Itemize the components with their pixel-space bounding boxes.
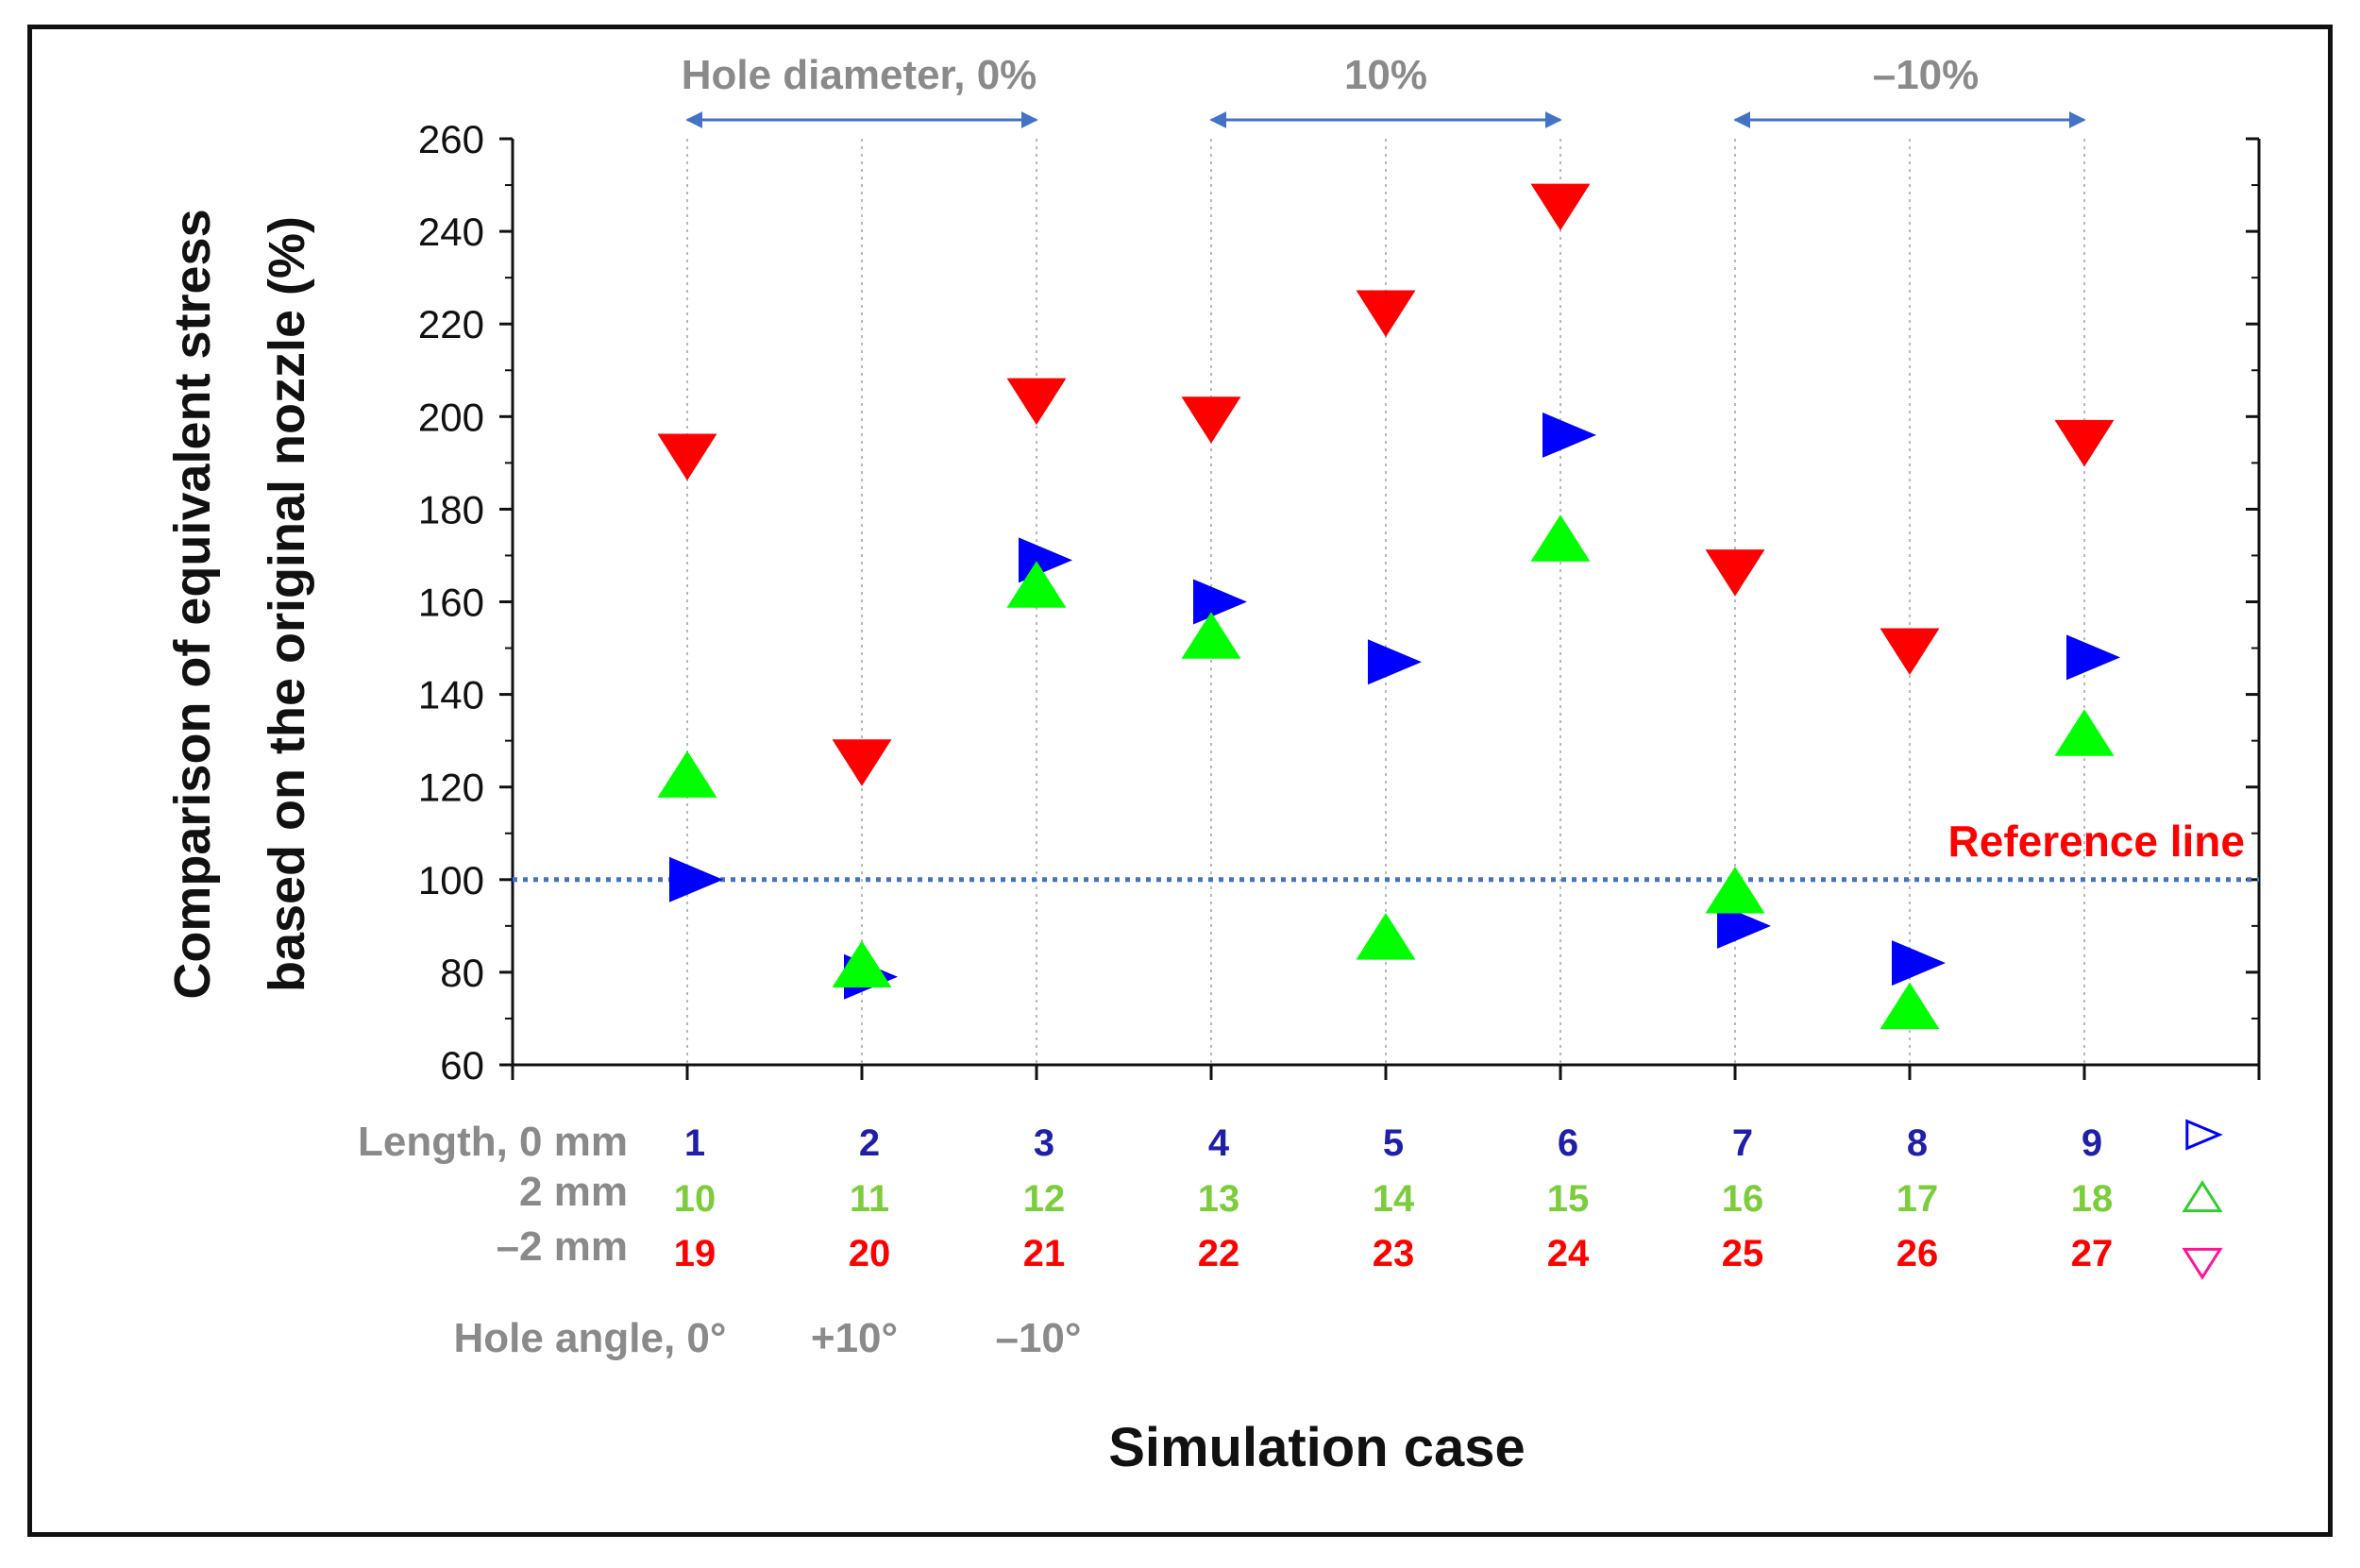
- point-case-27: [2054, 419, 2115, 467]
- case-label-15: 15: [1547, 1178, 1590, 1220]
- case-label-9: 9: [2082, 1122, 2102, 1164]
- legend-marker-0: [2185, 1119, 2223, 1151]
- point-case-11: [832, 940, 892, 987]
- point-case-10: [657, 750, 717, 798]
- point-case-12: [1006, 561, 1067, 608]
- y-tick-label: 100: [418, 858, 484, 902]
- grid-lines: [686, 139, 2085, 1065]
- y-tick-label: 240: [418, 210, 484, 254]
- hole-diameter-label-1: 10%: [1344, 52, 1427, 98]
- point-case-17: [1880, 982, 1940, 1030]
- reference-line-label: Reference line: [1948, 817, 2245, 866]
- case-label-24: 24: [1547, 1233, 1590, 1274]
- y-tick-label: 80: [440, 951, 484, 995]
- case-label-5: 5: [1383, 1122, 1404, 1164]
- case-label-13: 13: [1198, 1178, 1240, 1220]
- figure-frame: [27, 25, 2333, 1537]
- case-label-10: 10: [674, 1178, 716, 1220]
- point-case-14: [1356, 913, 1416, 960]
- hole-angle-label-1: +10°: [811, 1315, 898, 1361]
- case-label-18: 18: [2071, 1178, 2114, 1220]
- legend-marker-1: [2182, 1180, 2223, 1213]
- point-case-6: [1542, 412, 1596, 458]
- case-labels: Length, 0 mm 1 2 3 4 5 6 7 8 92 mm 10 11 12 13 14 15 16 1…: [358, 1119, 2223, 1361]
- row-label-0: Length, 0 mm: [358, 1119, 628, 1165]
- point-case-4: [1193, 579, 1247, 625]
- y-tick-label: 180: [418, 487, 484, 531]
- point-case-15: [1530, 514, 1591, 562]
- case-label-8: 8: [1907, 1122, 1928, 1164]
- legend-marker-2: [2182, 1247, 2223, 1280]
- point-case-21: [1006, 378, 1067, 426]
- y-tick-label: 60: [440, 1043, 484, 1087]
- point-case-8: [1892, 940, 1946, 986]
- hole-diameter-label-0: Hole diameter, 0%: [682, 52, 1037, 98]
- point-case-25: [1705, 549, 1765, 597]
- y-axis-title-line: Comparison of equivalent stress: [164, 209, 221, 999]
- case-label-27: 27: [2071, 1233, 2114, 1274]
- point-case-18: [2054, 709, 2115, 756]
- point-case-22: [1181, 396, 1241, 444]
- y-tick-label: 260: [418, 117, 484, 161]
- case-label-14: 14: [1373, 1178, 1415, 1220]
- case-label-1: 1: [684, 1122, 705, 1164]
- case-label-2: 2: [859, 1122, 880, 1164]
- case-label-25: 25: [1722, 1233, 1764, 1274]
- data-points: [657, 183, 2120, 1030]
- case-label-20: 20: [849, 1233, 891, 1274]
- y-axis-title-line: based on the original nozzle (%): [259, 216, 315, 992]
- point-case-26: [1880, 628, 1940, 676]
- y-tick-label: 160: [418, 581, 484, 625]
- y-tick-label: 200: [418, 395, 484, 439]
- point-case-7: [1717, 902, 1771, 949]
- case-label-12: 12: [1023, 1178, 1066, 1220]
- point-case-20: [832, 739, 892, 786]
- hole-diameter-label-2: –10%: [1873, 52, 1980, 98]
- hole-angle-label-0: Hole angle, 0°: [453, 1315, 726, 1361]
- point-case-19: [657, 433, 717, 481]
- case-label-21: 21: [1023, 1233, 1066, 1274]
- case-label-7: 7: [1732, 1122, 1753, 1164]
- case-label-16: 16: [1722, 1178, 1764, 1220]
- annotations: Hole diameter, 0% 10% –10%: [682, 52, 2086, 128]
- y-tick-label: 120: [418, 766, 484, 810]
- case-label-4: 4: [1208, 1122, 1230, 1164]
- case-label-22: 22: [1198, 1233, 1240, 1274]
- row-label-2: –2 mm: [497, 1223, 628, 1270]
- x-axis-title: Simulation case: [1108, 1417, 1526, 1478]
- case-label-6: 6: [1558, 1122, 1578, 1164]
- point-case-23: [1356, 290, 1416, 337]
- axes: 6080100120140160180200220240260Compariso…: [164, 117, 2261, 1478]
- case-label-19: 19: [674, 1233, 716, 1274]
- point-case-16: [1705, 867, 1765, 914]
- case-label-26: 26: [1896, 1233, 1939, 1274]
- point-case-5: [1368, 639, 1422, 685]
- point-case-1: [669, 856, 723, 902]
- y-tick-label: 140: [418, 673, 484, 717]
- row-label-1: 2 mm: [519, 1169, 628, 1215]
- case-label-23: 23: [1373, 1233, 1415, 1274]
- case-label-17: 17: [1896, 1178, 1939, 1220]
- point-case-24: [1530, 183, 1591, 231]
- y-axis-title: Comparison of equivalent stress based on …: [164, 209, 315, 999]
- point-case-9: [2066, 634, 2120, 681]
- hole-angle-label-2: –10°: [995, 1315, 1081, 1361]
- case-label-11: 11: [850, 1178, 889, 1220]
- point-case-13: [1181, 612, 1241, 659]
- case-label-3: 3: [1034, 1122, 1054, 1164]
- reference-line-group: Reference line: [513, 817, 2259, 883]
- y-tick-label: 220: [418, 302, 484, 346]
